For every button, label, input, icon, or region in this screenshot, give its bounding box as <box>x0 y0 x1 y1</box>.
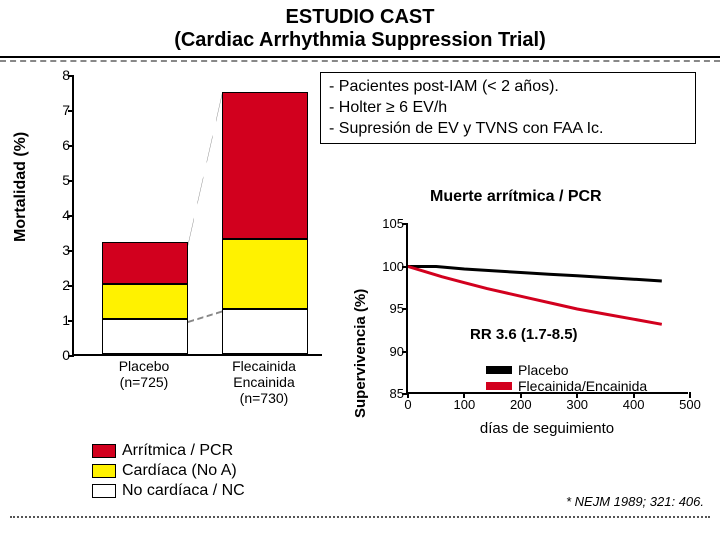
dash-connector <box>188 311 222 324</box>
legend-label: Arrítmica / PCR <box>122 442 233 460</box>
surv-ytick-mark <box>402 308 408 310</box>
bar-ytick: 7 <box>46 102 70 118</box>
surv-yaxis-label: Supervivencia (%) <box>352 289 369 418</box>
surv-legend-label: Flecainida/Encainida <box>518 378 647 394</box>
bar-ytick: 6 <box>46 137 70 153</box>
legend-label: Cardíaca (No A) <box>122 462 237 480</box>
surv-xtick: 500 <box>679 397 701 412</box>
bar-yaxis-label: Mortalidad (%) <box>12 132 30 242</box>
bar-segment <box>222 239 308 309</box>
bar-ytick-mark <box>68 320 74 322</box>
legend-item: Cardíaca (No A) <box>92 462 245 480</box>
rr-text: RR 3.6 (1.7-8.5) <box>470 326 578 343</box>
surv-legend-swatch <box>486 366 512 374</box>
bar-segment <box>102 319 188 354</box>
surv-legend: PlaceboFlecainida/Encainida <box>486 362 647 394</box>
surv-ytick: 85 <box>376 386 404 401</box>
bar-ytick: 8 <box>46 67 70 83</box>
surv-legend-swatch <box>486 382 512 390</box>
surv-xaxis-label: días de seguimiento <box>406 420 688 437</box>
bar-xlabel: Placebo(n=725) <box>94 358 194 390</box>
surv-legend-label: Placebo <box>518 362 569 378</box>
surv-xtick-mark <box>689 392 691 398</box>
legend-item: No cardíaca / NC <box>92 482 245 500</box>
title-line1: ESTUDIO CAST <box>0 6 720 29</box>
legend-swatch <box>92 444 116 458</box>
surv-xtick: 100 <box>454 397 476 412</box>
survival-subhead: Muerte arrítmica / PCR <box>430 188 602 206</box>
footnote: * NEJM 1989; 321: 406. <box>566 494 704 509</box>
surv-ytick-mark <box>402 351 408 353</box>
surv-ytick-mark <box>402 223 408 225</box>
bar-ytick-mark <box>68 215 74 217</box>
mortality-bar-chart: Mortalidad (%) 012345678 Placebo(n=725)F… <box>26 72 336 412</box>
bar-ytick: 4 <box>46 207 70 223</box>
bar-plot-area: 012345678 <box>72 76 322 356</box>
title-line2: (Cardiac Arrhythmia Suppression Trial) <box>0 29 720 52</box>
surv-legend-item: Placebo <box>486 362 647 378</box>
content-area: - Pacientes post-IAM (< 2 años). - Holte… <box>0 62 720 532</box>
legend-label: No cardíaca / NC <box>122 482 245 500</box>
bar-ytick: 2 <box>46 277 70 293</box>
criteria-line: - Holter ≥ 6 EV/h <box>329 98 687 119</box>
bar-segment <box>102 284 188 319</box>
surv-legend-item: Flecainida/Encainida <box>486 378 647 394</box>
bar-ytick-mark <box>68 110 74 112</box>
surv-xtick: 200 <box>510 397 532 412</box>
surv-xtick: 400 <box>623 397 645 412</box>
criteria-line: - Pacientes post-IAM (< 2 años). <box>329 77 687 98</box>
bar-ytick-mark <box>68 180 74 182</box>
legend-swatch <box>92 464 116 478</box>
bar-segment <box>222 309 308 355</box>
bar-ytick-mark <box>68 145 74 147</box>
bar-legend: Arrítmica / PCR Cardíaca (No A) No cardíac… <box>92 442 245 502</box>
bar-ytick: 5 <box>46 172 70 188</box>
surv-ytick: 95 <box>376 301 404 316</box>
dash-connector <box>188 94 222 247</box>
bottom-dotted-rule <box>10 516 710 518</box>
surv-ytick: 90 <box>376 344 404 359</box>
surv-xtick-mark <box>407 392 409 398</box>
title-bar: ESTUDIO CAST (Cardiac Arrhythmia Suppres… <box>0 0 720 58</box>
study-criteria-box: - Pacientes post-IAM (< 2 años). - Holte… <box>320 72 696 144</box>
bar-ytick: 1 <box>46 312 70 328</box>
bar-ytick-mark <box>68 285 74 287</box>
criteria-line: - Supresión de EV y TVNS con FAA Ic. <box>329 119 687 140</box>
surv-xtick-mark <box>463 392 465 398</box>
bar-ytick-mark <box>68 75 74 77</box>
bar-ytick-mark <box>68 250 74 252</box>
legend-item: Arrítmica / PCR <box>92 442 245 460</box>
bar-ytick: 0 <box>46 347 70 363</box>
legend-swatch <box>92 484 116 498</box>
surv-ytick: 100 <box>376 259 404 274</box>
surv-xtick: 300 <box>566 397 588 412</box>
surv-series-line <box>408 267 662 325</box>
surv-ytick: 105 <box>376 216 404 231</box>
bar-segment <box>102 242 188 284</box>
bar-ytick: 3 <box>46 242 70 258</box>
surv-xtick: 0 <box>404 397 411 412</box>
bar-segment <box>222 92 308 239</box>
bar-ytick-mark <box>68 355 74 357</box>
surv-ytick-mark <box>402 266 408 268</box>
bar-xlabel: FlecainidaEncainida(n=730) <box>214 358 314 406</box>
